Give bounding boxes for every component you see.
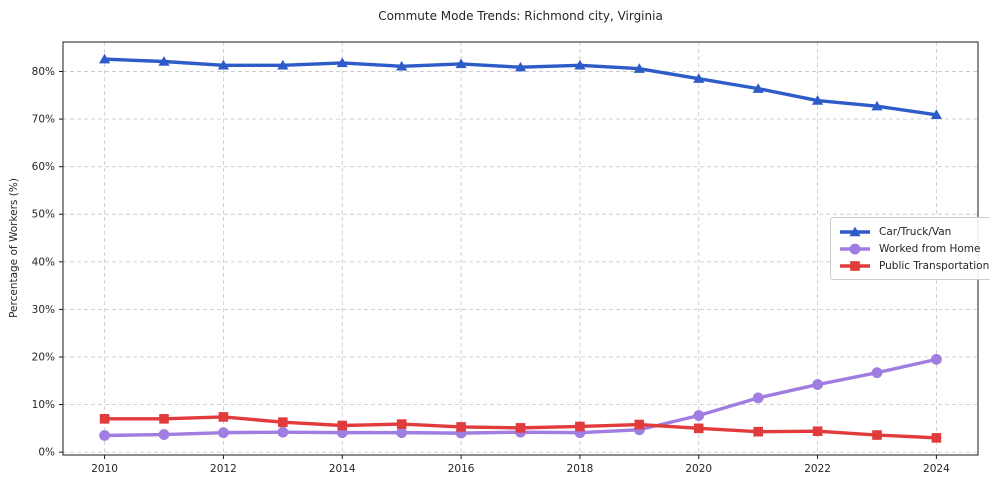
x-tick-label: 2016 <box>448 463 475 475</box>
series-marker-car-truck-van <box>336 57 348 68</box>
series-marker-public-transportation <box>278 417 288 427</box>
series-marker-public-transportation <box>634 419 645 430</box>
series-marker-car-truck-van <box>693 73 705 83</box>
series-marker-car-truck-van <box>752 83 764 93</box>
series-marker-worked-from-home <box>693 410 705 421</box>
series-marker-public-transportation <box>693 423 704 434</box>
series-marker-car-truck-van <box>574 59 586 70</box>
legend-marker-glyph <box>849 243 861 254</box>
series-marker-public-transportation <box>872 430 882 440</box>
legend-item: Car/Truck/Van <box>839 223 989 240</box>
chart-title: Commute Mode Trends: Richmond city, Virg… <box>378 9 663 23</box>
legend-label: Worked from Home <box>879 242 981 255</box>
series-marker-public-transportation <box>218 412 229 422</box>
series-car-truck-van <box>98 53 943 119</box>
series-marker-car-truck-van <box>98 53 111 64</box>
y-tick-label: 40% <box>32 256 55 268</box>
legend-marker-glyph <box>849 226 861 236</box>
series-marker-car-truck-van <box>930 109 943 119</box>
series-marker-public-transportation <box>753 426 763 437</box>
series-public-transportation <box>99 412 942 443</box>
series-marker-worked-from-home <box>812 379 823 390</box>
series-marker-car-truck-van <box>811 95 824 105</box>
series-marker-worked-from-home <box>218 427 229 439</box>
square-marker-icon <box>840 260 870 271</box>
x-tick-label: 2020 <box>685 463 712 475</box>
legend-marker-glyph <box>850 260 860 271</box>
series-marker-car-truck-van <box>455 58 467 69</box>
series-marker-car-truck-van <box>217 59 230 70</box>
series-marker-car-truck-van <box>158 56 170 66</box>
series-marker-public-transportation <box>396 419 407 429</box>
x-tick-label: 2024 <box>923 463 950 475</box>
series-marker-public-transportation <box>931 433 942 443</box>
series-marker-worked-from-home <box>277 426 289 438</box>
series-marker-car-truck-van <box>396 60 408 71</box>
legend-item: Public Transportation <box>839 257 989 274</box>
legend-item: Worked from Home <box>839 240 989 257</box>
y-tick-label: 80% <box>32 66 55 78</box>
series-marker-car-truck-van <box>277 59 289 70</box>
x-tick-label: 2018 <box>567 463 594 475</box>
series-marker-public-transportation <box>337 420 348 431</box>
y-tick-label: 10% <box>32 399 55 411</box>
series-marker-car-truck-van <box>514 61 527 72</box>
y-tick-label: 70% <box>32 114 55 126</box>
legend-label: Public Transportation <box>879 259 990 272</box>
y-tick-label: 30% <box>32 304 55 316</box>
series-marker-worked-from-home <box>752 392 764 404</box>
x-tick-label: 2022 <box>804 463 831 475</box>
y-tick-label: 20% <box>32 351 55 363</box>
y-tick-label: 60% <box>32 161 55 173</box>
series-marker-car-truck-van <box>633 63 645 73</box>
legend: Car/Truck/Van Worked from Home Public Tran… <box>830 217 990 280</box>
series-marker-public-transportation <box>515 423 526 433</box>
series-marker-public-transportation <box>812 426 823 437</box>
series-marker-car-truck-van <box>871 100 883 111</box>
series-marker-public-transportation <box>159 414 169 424</box>
triangle-marker-icon <box>840 226 870 236</box>
series-marker-worked-from-home <box>396 427 408 439</box>
series-marker-worked-from-home <box>871 367 883 379</box>
circle-marker-icon <box>840 243 870 254</box>
series-marker-worked-from-home <box>158 429 170 440</box>
y-tick-label: 50% <box>32 209 55 221</box>
legend-label: Car/Truck/Van <box>879 225 952 238</box>
series-marker-public-transportation <box>575 421 585 432</box>
series-marker-worked-from-home <box>99 430 110 441</box>
x-tick-label: 2010 <box>91 463 118 475</box>
x-tick-label: 2014 <box>329 463 356 475</box>
y-tick-label: 0% <box>38 447 55 459</box>
x-tick-label: 2012 <box>210 463 237 475</box>
series-marker-public-transportation <box>99 414 110 424</box>
series-marker-worked-from-home <box>931 353 942 365</box>
series-marker-public-transportation <box>456 422 466 432</box>
